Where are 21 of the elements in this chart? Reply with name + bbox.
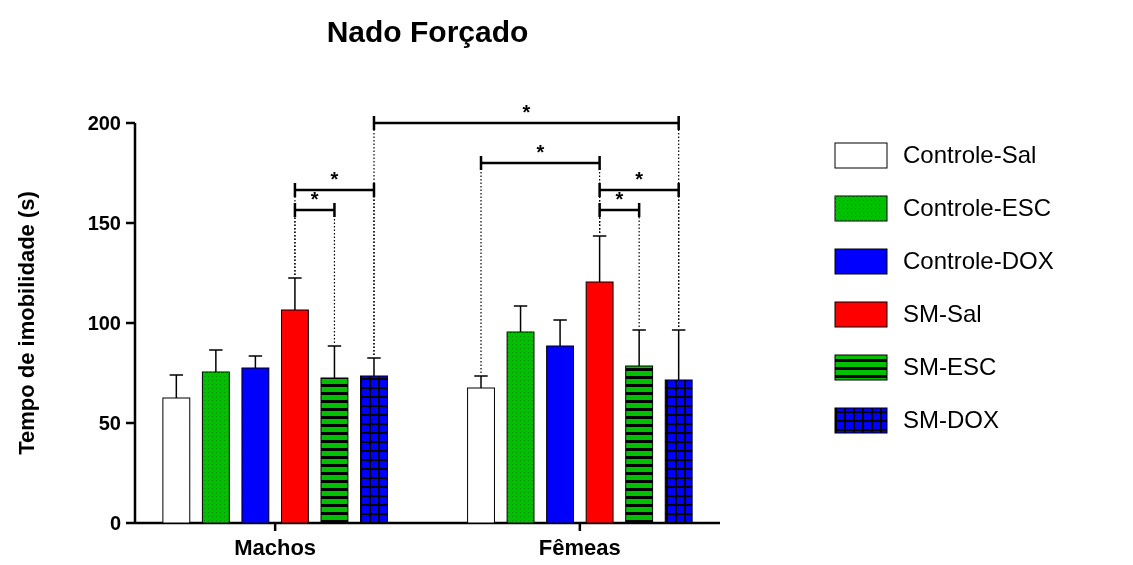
annotation: * xyxy=(310,188,319,210)
y-tick-label: 200 xyxy=(87,112,121,134)
annotation: * xyxy=(536,141,545,163)
y-tick-label: 100 xyxy=(87,312,121,334)
y-tick-label: 150 xyxy=(87,212,121,234)
chart-title: Nado Forçado xyxy=(326,15,529,48)
x-tick-label: Fêmeas xyxy=(538,535,621,560)
annotation: * xyxy=(635,168,644,190)
legend-label: Controle-ESC xyxy=(903,194,1052,222)
legend-label: SM-DOX xyxy=(903,406,999,434)
annotation: * xyxy=(522,101,531,123)
legend-label: SM-ESC xyxy=(903,353,997,381)
x-tick-label: Machos xyxy=(234,535,317,560)
y-tick-label: 0 xyxy=(109,512,121,534)
y-tick-label: 50 xyxy=(98,412,121,434)
legend-label: SM-Sal xyxy=(903,300,982,328)
annotation: * xyxy=(330,168,339,190)
legend-label: Controle-DOX xyxy=(903,247,1054,275)
legend-label: Controle-Sal xyxy=(903,141,1037,169)
y-axis-title: Tempo de imobilidade (s) xyxy=(14,191,39,455)
annotation: * xyxy=(615,188,624,210)
